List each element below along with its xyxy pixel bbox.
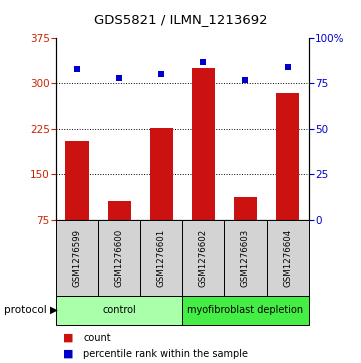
Text: myofibroblast depletion: myofibroblast depletion [187,305,304,315]
Point [116,75,122,81]
Bar [108,201,131,265]
Bar [150,128,173,265]
Point [285,64,291,70]
Text: ■: ■ [63,349,74,359]
Bar [192,68,215,265]
Text: GDS5821 / ILMN_1213692: GDS5821 / ILMN_1213692 [94,13,267,26]
Text: ■: ■ [63,333,74,343]
Text: count: count [83,333,111,343]
Text: protocol ▶: protocol ▶ [4,305,58,315]
Text: GSM1276601: GSM1276601 [157,229,166,287]
Point [74,66,80,72]
Text: control: control [102,305,136,315]
Point [243,77,248,83]
Text: GSM1276599: GSM1276599 [73,229,82,287]
Point [200,59,206,65]
Bar [234,197,257,265]
Bar [65,141,88,265]
Text: GSM1276604: GSM1276604 [283,229,292,287]
Point [158,72,164,77]
Text: GSM1276600: GSM1276600 [115,229,123,287]
Text: GSM1276603: GSM1276603 [241,229,250,287]
Text: GSM1276602: GSM1276602 [199,229,208,287]
Text: percentile rank within the sample: percentile rank within the sample [83,349,248,359]
Bar [276,93,299,265]
